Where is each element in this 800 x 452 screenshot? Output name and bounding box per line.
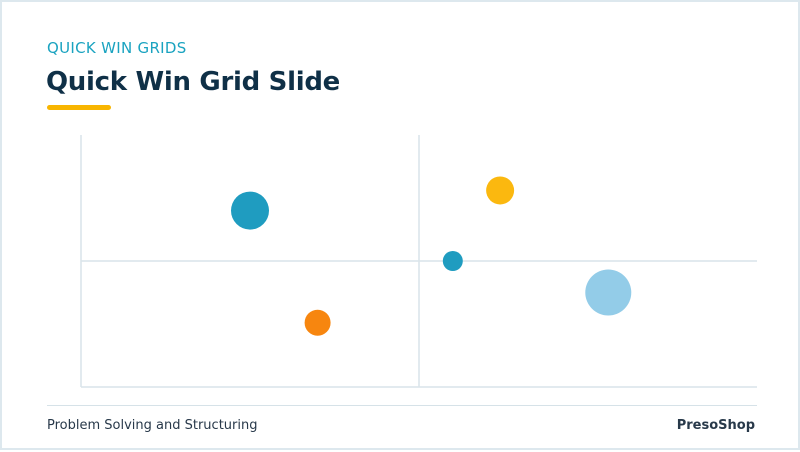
title-underline xyxy=(47,105,111,110)
footer-divider xyxy=(47,405,757,406)
bubble-2 xyxy=(486,176,515,205)
bubble-4 xyxy=(585,269,632,316)
slide-title: Quick Win Grid Slide xyxy=(46,67,340,97)
footer-subject: Problem Solving and Structuring xyxy=(47,418,258,433)
footer-brand: PresoShop xyxy=(676,418,755,433)
grid-axes xyxy=(80,135,757,388)
bubble-1 xyxy=(231,191,269,230)
slide-eyebrow: QUICK WIN GRIDS xyxy=(47,39,187,57)
bubble-5 xyxy=(304,309,331,336)
grid-points xyxy=(231,176,632,336)
bubble-3 xyxy=(442,251,463,271)
